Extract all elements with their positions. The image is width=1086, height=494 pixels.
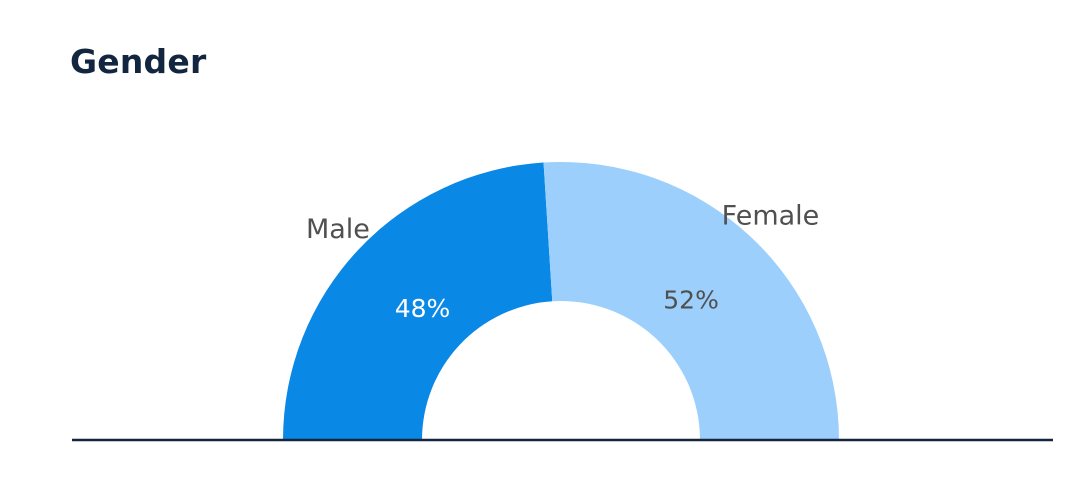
slice-label-male: Male xyxy=(306,214,370,245)
slices-group xyxy=(283,162,839,440)
slice-male xyxy=(283,162,553,440)
slice-label-female: Female xyxy=(722,200,820,231)
slice-female xyxy=(543,162,839,440)
slice-value-female: 52% xyxy=(663,285,719,314)
chart-title: Gender xyxy=(70,42,207,81)
slice-value-male: 48% xyxy=(395,294,451,323)
labels-group: Male 48% Female 52% xyxy=(306,200,819,323)
